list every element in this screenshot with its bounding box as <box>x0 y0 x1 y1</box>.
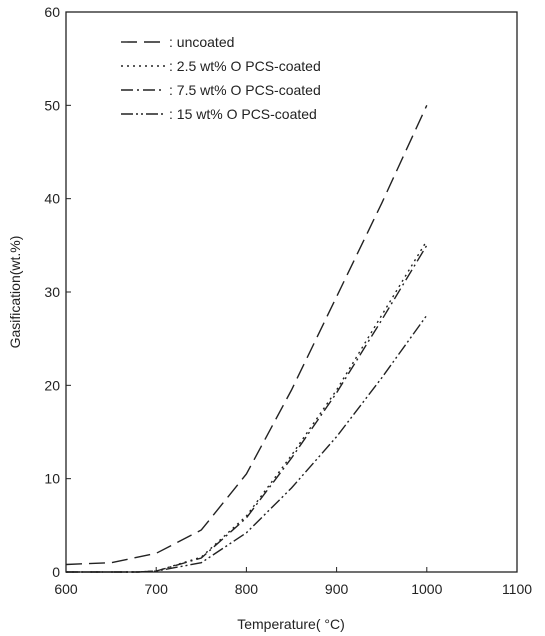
y-tick-label: 50 <box>44 97 60 113</box>
series-line-2 <box>66 240 428 573</box>
x-tick-label: 600 <box>54 581 78 597</box>
legend-label-4: : 15 wt% O PCS-coated <box>169 106 317 122</box>
x-tick-label: 800 <box>235 581 259 597</box>
legend-label-3: : 7.5 wt% O PCS-coated <box>169 82 321 98</box>
x-tick-label: 900 <box>325 581 349 597</box>
x-tick-label: 1100 <box>502 581 532 597</box>
axis-ticks: 600 700 800 900 1000 1100 0 10 20 30 40 50 60 <box>44 4 532 597</box>
y-tick-label: 30 <box>44 284 60 300</box>
x-axis-title: Temperature( °C) <box>237 616 345 632</box>
x-tick-label: 1000 <box>411 581 442 597</box>
series-line-1 <box>65 105 428 566</box>
y-axis-title: Gasification(wt.%) <box>7 236 23 349</box>
legend-label-1: : uncoated <box>169 34 234 50</box>
x-tick-label: 700 <box>145 581 169 597</box>
series-line-3 <box>66 244 428 573</box>
y-tick-label: 40 <box>44 191 60 207</box>
y-tick-label: 60 <box>44 4 60 20</box>
y-tick-label: 10 <box>44 471 60 487</box>
legend: : uncoated : 2.5 wt% O PCS-coated : 7.5 wt… <box>121 34 321 122</box>
legend-label-2: : 2.5 wt% O PCS-coated <box>169 58 321 74</box>
y-tick-label: 20 <box>44 377 60 393</box>
series-lines <box>65 105 428 573</box>
series-line-4 <box>66 314 428 573</box>
y-tick-label: 0 <box>52 564 60 580</box>
